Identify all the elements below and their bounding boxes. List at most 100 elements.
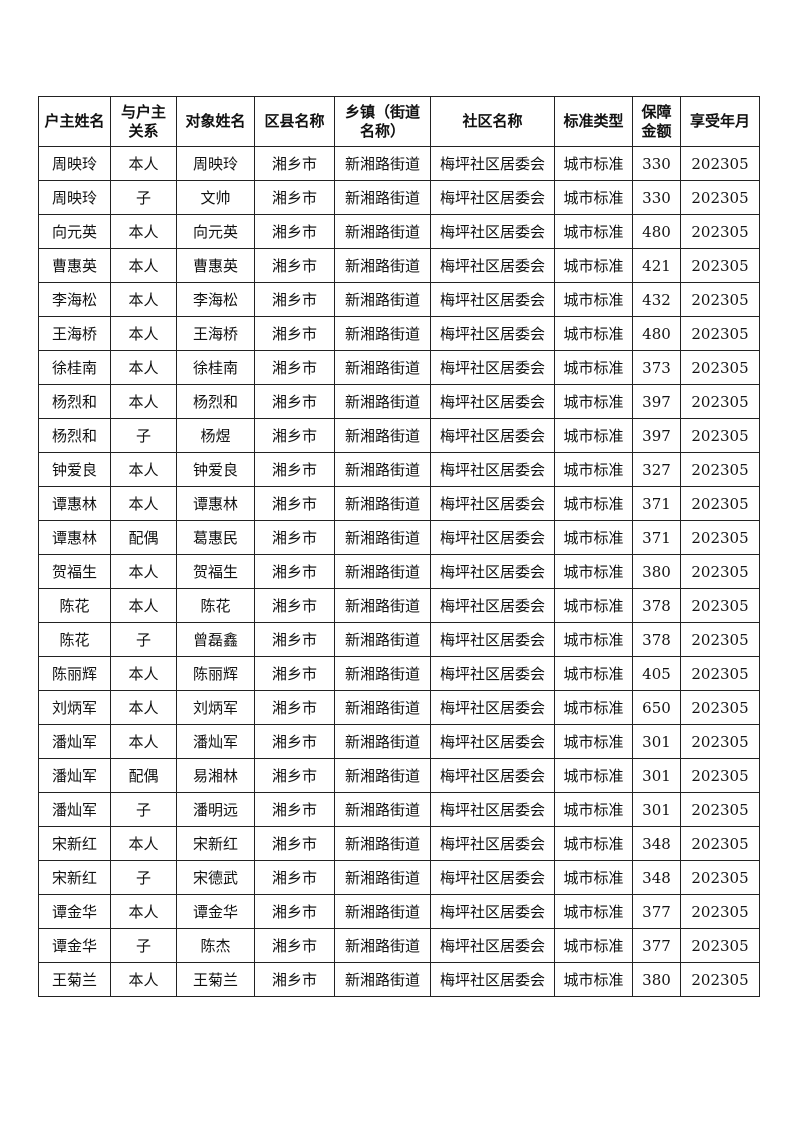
cell-relationship: 本人 <box>110 588 177 623</box>
cell-recipient-name: 刘炳军 <box>176 690 255 725</box>
cell-community: 梅坪社区居委会 <box>430 350 555 385</box>
cell-community: 梅坪社区居委会 <box>430 282 555 317</box>
cell-recipient-name: 葛惠民 <box>176 520 255 555</box>
cell-community: 梅坪社区居委会 <box>430 452 555 487</box>
cell-month: 202305 <box>680 180 760 215</box>
cell-county: 湘乡市 <box>254 622 335 657</box>
cell-township: 新湘路街道 <box>334 180 431 215</box>
cell-standard-type: 城市标准 <box>554 656 633 691</box>
cell-township: 新湘路街道 <box>334 384 431 419</box>
table-row: 谭惠林 配偶 葛惠民 湘乡市 新湘路街道 梅坪社区居委会 城市标准 371 202305 <box>38 520 760 555</box>
cell-standard-type: 城市标准 <box>554 316 633 351</box>
header-standard-type: 标准类型 <box>554 96 633 147</box>
cell-community: 梅坪社区居委会 <box>430 894 555 929</box>
cell-township: 新湘路街道 <box>334 452 431 487</box>
cell-recipient-name: 向元英 <box>176 214 255 249</box>
table-row: 徐桂南 本人 徐桂南 湘乡市 新湘路街道 梅坪社区居委会 城市标准 373 202305 <box>38 350 760 385</box>
cell-community: 梅坪社区居委会 <box>430 316 555 351</box>
cell-month: 202305 <box>680 758 760 793</box>
cell-county: 湘乡市 <box>254 282 335 317</box>
cell-recipient-name: 李海松 <box>176 282 255 317</box>
cell-county: 湘乡市 <box>254 656 335 691</box>
cell-month: 202305 <box>680 894 760 929</box>
cell-amount: 330 <box>632 180 681 215</box>
cell-amount: 380 <box>632 962 681 997</box>
cell-householder-name: 潘灿军 <box>38 724 111 759</box>
cell-standard-type: 城市标准 <box>554 860 633 895</box>
cell-township: 新湘路街道 <box>334 214 431 249</box>
cell-relationship: 子 <box>110 860 177 895</box>
cell-householder-name: 谭金华 <box>38 928 111 963</box>
cell-county: 湘乡市 <box>254 486 335 521</box>
cell-county: 湘乡市 <box>254 758 335 793</box>
cell-relationship: 本人 <box>110 350 177 385</box>
cell-township: 新湘路街道 <box>334 656 431 691</box>
cell-amount: 432 <box>632 282 681 317</box>
cell-amount: 650 <box>632 690 681 725</box>
cell-amount: 377 <box>632 928 681 963</box>
cell-township: 新湘路街道 <box>334 690 431 725</box>
cell-amount: 397 <box>632 384 681 419</box>
cell-recipient-name: 王海桥 <box>176 316 255 351</box>
header-householder-name: 户主姓名 <box>38 96 111 147</box>
cell-standard-type: 城市标准 <box>554 690 633 725</box>
cell-householder-name: 杨烈和 <box>38 418 111 453</box>
cell-relationship: 子 <box>110 792 177 827</box>
cell-community: 梅坪社区居委会 <box>430 588 555 623</box>
cell-recipient-name: 曹惠英 <box>176 248 255 283</box>
header-amount: 保障金额 <box>632 96 681 147</box>
cell-township: 新湘路街道 <box>334 520 431 555</box>
cell-amount: 380 <box>632 554 681 589</box>
cell-relationship: 子 <box>110 622 177 657</box>
cell-recipient-name: 文帅 <box>176 180 255 215</box>
cell-month: 202305 <box>680 248 760 283</box>
cell-householder-name: 向元英 <box>38 214 111 249</box>
cell-standard-type: 城市标准 <box>554 894 633 929</box>
cell-township: 新湘路街道 <box>334 248 431 283</box>
cell-community: 梅坪社区居委会 <box>430 690 555 725</box>
cell-standard-type: 城市标准 <box>554 622 633 657</box>
cell-month: 202305 <box>680 520 760 555</box>
table-row: 李海松 本人 李海松 湘乡市 新湘路街道 梅坪社区居委会 城市标准 432 202305 <box>38 282 760 317</box>
cell-township: 新湘路街道 <box>334 792 431 827</box>
cell-householder-name: 杨烈和 <box>38 384 111 419</box>
cell-standard-type: 城市标准 <box>554 792 633 827</box>
cell-township: 新湘路街道 <box>334 758 431 793</box>
table-row: 曹惠英 本人 曹惠英 湘乡市 新湘路街道 梅坪社区居委会 城市标准 421 202305 <box>38 248 760 283</box>
cell-county: 湘乡市 <box>254 928 335 963</box>
cell-amount: 480 <box>632 214 681 249</box>
cell-month: 202305 <box>680 792 760 827</box>
cell-township: 新湘路街道 <box>334 724 431 759</box>
cell-month: 202305 <box>680 350 760 385</box>
cell-relationship: 配偶 <box>110 758 177 793</box>
cell-relationship: 本人 <box>110 554 177 589</box>
cell-standard-type: 城市标准 <box>554 248 633 283</box>
cell-recipient-name: 陈丽辉 <box>176 656 255 691</box>
cell-township: 新湘路街道 <box>334 316 431 351</box>
cell-county: 湘乡市 <box>254 520 335 555</box>
table-row: 杨烈和 本人 杨烈和 湘乡市 新湘路街道 梅坪社区居委会 城市标准 397 202305 <box>38 384 760 419</box>
cell-standard-type: 城市标准 <box>554 758 633 793</box>
cell-recipient-name: 杨煜 <box>176 418 255 453</box>
cell-relationship: 本人 <box>110 962 177 997</box>
cell-relationship: 本人 <box>110 690 177 725</box>
cell-amount: 371 <box>632 486 681 521</box>
cell-community: 梅坪社区居委会 <box>430 792 555 827</box>
cell-standard-type: 城市标准 <box>554 826 633 861</box>
cell-month: 202305 <box>680 384 760 419</box>
cell-county: 湘乡市 <box>254 962 335 997</box>
cell-community: 梅坪社区居委会 <box>430 826 555 861</box>
cell-month: 202305 <box>680 452 760 487</box>
table-row: 钟爱良 本人 钟爱良 湘乡市 新湘路街道 梅坪社区居委会 城市标准 327 202305 <box>38 452 760 487</box>
cell-township: 新湘路街道 <box>334 146 431 181</box>
cell-standard-type: 城市标准 <box>554 350 633 385</box>
cell-recipient-name: 王菊兰 <box>176 962 255 997</box>
cell-recipient-name: 陈杰 <box>176 928 255 963</box>
cell-householder-name: 潘灿军 <box>38 792 111 827</box>
cell-community: 梅坪社区居委会 <box>430 248 555 283</box>
cell-county: 湘乡市 <box>254 180 335 215</box>
cell-recipient-name: 周映玲 <box>176 146 255 181</box>
cell-amount: 421 <box>632 248 681 283</box>
cell-recipient-name: 谭惠林 <box>176 486 255 521</box>
cell-township: 新湘路街道 <box>334 928 431 963</box>
